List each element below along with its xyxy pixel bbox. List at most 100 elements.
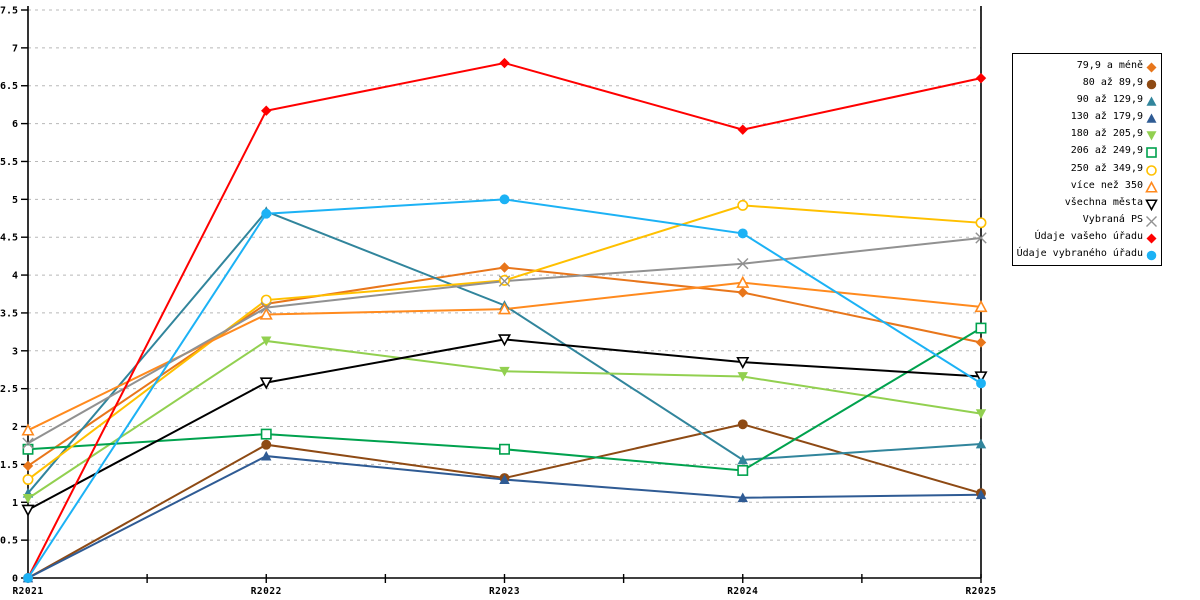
legend-item: Vybraná PS (1016, 212, 1158, 227)
y-axis-label: 1 (12, 498, 18, 509)
data-point (975, 232, 987, 244)
y-axis-label: 4.5 (0, 233, 18, 244)
chart-legend: 79,9 a méně 80 až 89,9 90 až 129,9 130 až 1… (1012, 53, 1162, 266)
legend-item: 130 až 179,9 (1016, 109, 1158, 124)
legend-label: 130 až 179,9 (1070, 111, 1143, 123)
legend-label: více než 350 (1070, 179, 1143, 191)
data-point (974, 371, 988, 384)
data-point (737, 199, 749, 211)
legend-label: 180 až 205,9 (1070, 128, 1143, 140)
legend-item: 79,9 a méně (1016, 58, 1158, 73)
data-point (499, 262, 510, 273)
data-point (736, 275, 750, 288)
legend-label: 79,9 a méně (1076, 60, 1143, 72)
legend-label: Údaje vašeho úřadu (1034, 230, 1143, 242)
data-point (259, 307, 273, 320)
legend-label: 90 až 129,9 (1076, 94, 1143, 106)
data-point (497, 334, 512, 347)
legend-item: více než 350 (1016, 178, 1158, 193)
legend-label: všechna města (1064, 196, 1143, 208)
data-point (975, 489, 987, 500)
data-point (261, 105, 272, 116)
data-point (737, 372, 748, 382)
data-point (737, 454, 748, 465)
data-point (22, 437, 34, 449)
y-axis-label: 6 (12, 119, 18, 130)
legend-marker-icon (1145, 230, 1158, 244)
data-point (736, 356, 750, 370)
legend-item: Údaje vašeho úřadu (1016, 229, 1158, 244)
legend-marker-icon (1145, 144, 1158, 159)
data-point (260, 301, 272, 314)
data-point (975, 438, 987, 449)
data-point (22, 460, 34, 472)
y-axis-label: 4 (12, 271, 18, 282)
legend-marker-icon (1145, 247, 1158, 261)
data-point (975, 337, 987, 348)
legend-marker-icon (1145, 127, 1158, 141)
y-axis-label: 1.5 (0, 460, 18, 471)
data-point (21, 423, 35, 436)
data-point (23, 573, 33, 583)
data-point (975, 322, 987, 334)
y-axis-label: 2.5 (0, 384, 18, 395)
legend-item: 80 až 89,9 (1016, 75, 1158, 90)
legend-marker-icon (1145, 110, 1158, 124)
legend-label: 250 až 349,9 (1070, 162, 1143, 174)
data-point (261, 208, 272, 219)
data-point (737, 419, 748, 430)
y-axis-label: 6.5 (0, 81, 18, 92)
data-point (259, 377, 273, 390)
legend-marker-icon (1145, 196, 1158, 211)
data-point (261, 336, 272, 347)
y-axis-label: 7.5 (0, 6, 18, 17)
data-point (976, 378, 986, 389)
data-point (975, 72, 987, 84)
data-point (499, 57, 510, 69)
data-point (737, 492, 748, 503)
legend-marker-icon (1145, 179, 1158, 193)
data-point (22, 443, 34, 455)
data-point (975, 409, 987, 419)
x-axis-label: R2023 (489, 586, 520, 597)
legend-item: 250 až 349,9 (1016, 161, 1158, 176)
y-axis-label: 0 (12, 574, 18, 585)
y-axis-label: 7 (12, 43, 18, 54)
line-chart: 0 0.5 1 1.5 2 2.5 3 3.5 4 4.5 5 5.5 6 6.5 7 7.5 R2021 R20… (0, 6, 996, 598)
data-point (260, 294, 272, 306)
data-point (737, 124, 748, 135)
data-point (261, 439, 272, 450)
legend-label: 206 až 249,9 (1070, 145, 1143, 157)
data-point (499, 194, 510, 205)
data-point (737, 228, 748, 239)
data-point (261, 450, 272, 461)
data-point (737, 464, 749, 476)
data-point (498, 275, 511, 287)
legend-item: 90 až 129,9 (1016, 92, 1158, 107)
data-point (499, 366, 510, 377)
y-axis-label: 2 (12, 422, 18, 433)
series-line-8 (27, 338, 982, 511)
legend-marker-icon (1145, 59, 1158, 73)
data-point (21, 504, 35, 517)
legend-item: všechna města (1016, 195, 1158, 211)
data-point (499, 474, 510, 484)
data-point (260, 428, 272, 440)
legend-item: 206 až 249,9 (1016, 143, 1158, 159)
data-point (737, 258, 749, 270)
data-point (974, 299, 988, 313)
data-point (22, 474, 34, 486)
x-axis-label: R2021 (12, 586, 43, 597)
legend-label: Údaje vybraného úřadu (1016, 247, 1143, 259)
x-axis-label: R2024 (727, 586, 758, 597)
data-point (497, 302, 512, 315)
data-point (22, 494, 34, 504)
legend-item: 180 až 205,9 (1016, 126, 1158, 141)
y-axis-label: 5 (12, 195, 18, 206)
y-axis-label: 3 (12, 346, 18, 357)
data-point (499, 443, 510, 455)
y-axis-label: 3.5 (0, 308, 18, 319)
data-point (975, 217, 987, 229)
legend-marker-icon (1145, 162, 1158, 176)
